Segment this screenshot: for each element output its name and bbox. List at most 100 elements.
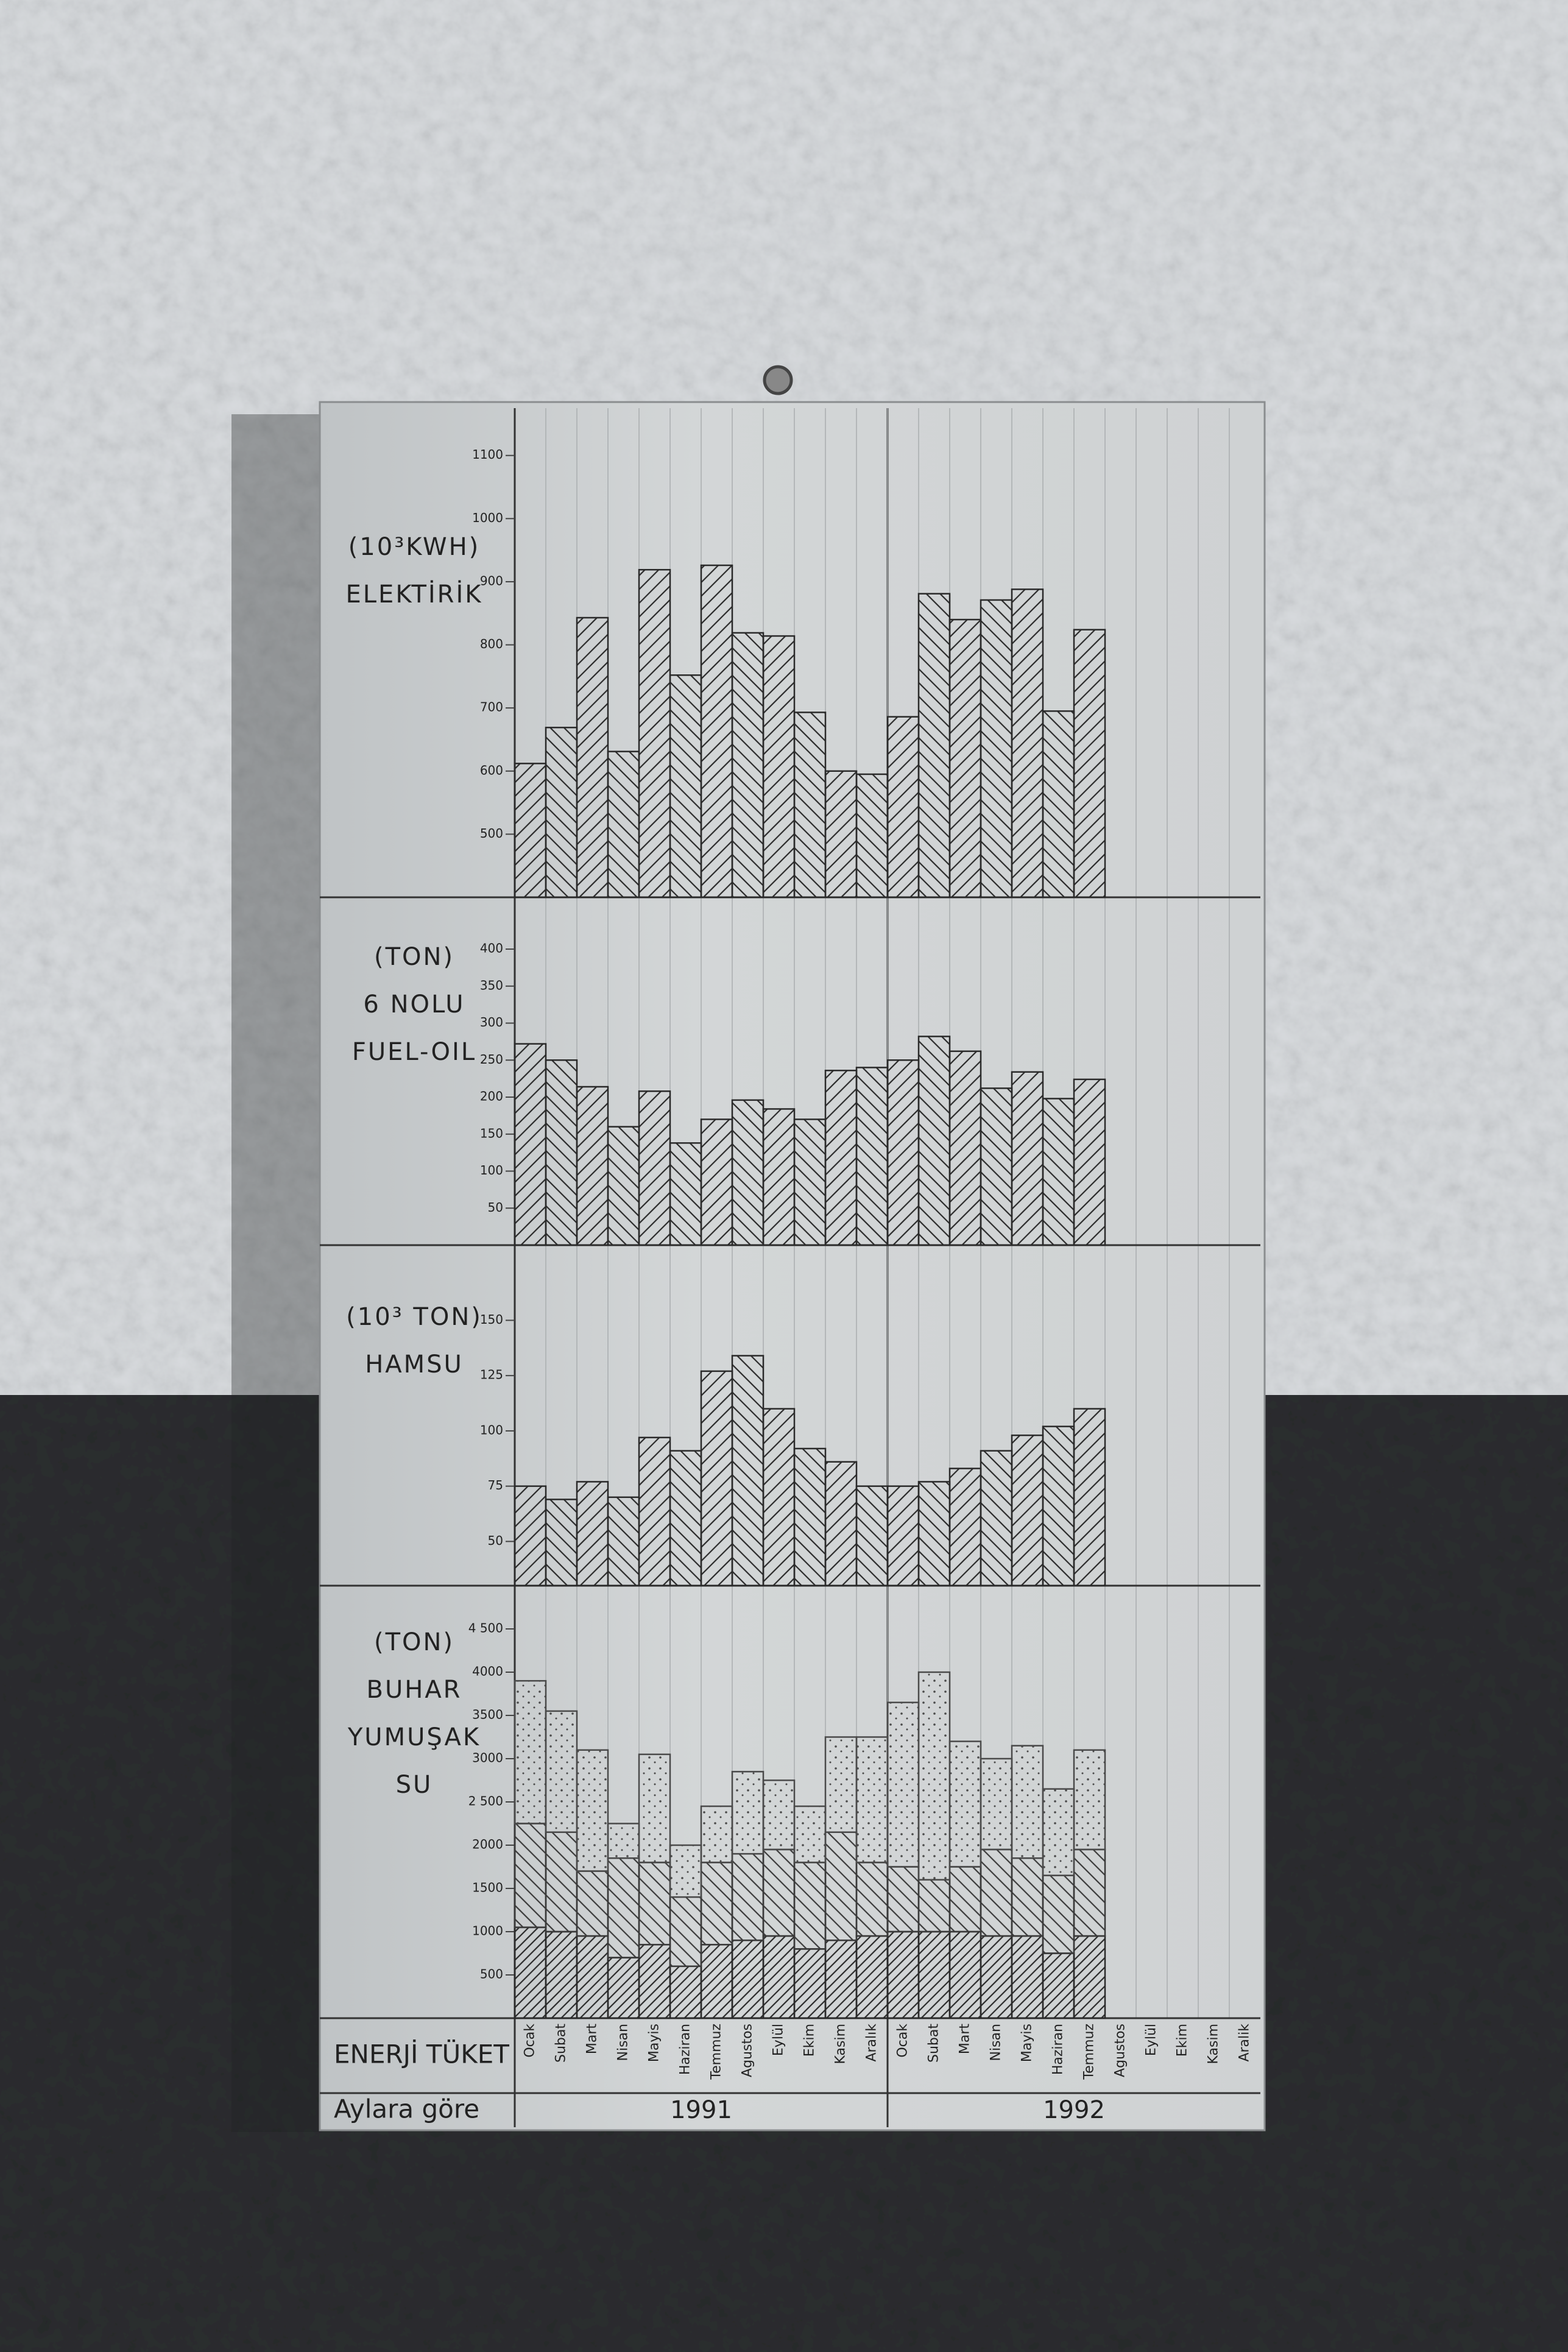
bar-segment — [545, 1831, 578, 1933]
bar — [917, 593, 951, 899]
nail — [763, 365, 793, 395]
y-tick-label: 350 — [480, 978, 503, 992]
bar — [824, 1070, 858, 1246]
x-tick-label: Nisan — [989, 2024, 1004, 2061]
bar-segment — [886, 1866, 920, 1933]
bar — [980, 1087, 1013, 1246]
x-tick-label: Temmuz — [1082, 2024, 1097, 2080]
y-tick-label: 2000 — [472, 1837, 503, 1852]
x-tick-label: Ekim — [1175, 2024, 1190, 2057]
bar-segment — [1073, 1749, 1106, 1851]
bar — [1011, 1434, 1044, 1587]
bar-segment — [886, 1930, 920, 2019]
bar — [576, 616, 609, 899]
bar-segment — [514, 1926, 547, 2019]
bar-segment — [762, 1779, 796, 1851]
axis-title: (TON) — [374, 943, 454, 971]
x-tick-label: Temmuz — [709, 2024, 724, 2080]
y-tick-label: 900 — [480, 573, 503, 588]
x-tick-label: Ekim — [802, 2024, 818, 2057]
axis-title: YUMUŞAK — [347, 1723, 481, 1751]
y-tick-label: 800 — [480, 637, 503, 651]
y-tick-label: 1500 — [472, 1881, 503, 1895]
bar-segment — [762, 1935, 796, 2019]
x-axis-title: ENERJİ TÜKET — [334, 2039, 509, 2069]
bar — [514, 1043, 547, 1246]
bar — [669, 1142, 702, 1246]
x-tick-label: Eylül — [1144, 2024, 1159, 2056]
bar-segment — [793, 1862, 827, 1950]
bar — [731, 1355, 765, 1587]
bar-segment — [980, 1935, 1013, 2019]
bar — [855, 1067, 889, 1246]
bar — [1011, 588, 1044, 899]
axis-title: (10³KWH) — [348, 533, 481, 561]
bar — [824, 770, 858, 899]
y-tick-label: 300 — [480, 1015, 503, 1029]
bar — [1073, 1078, 1106, 1246]
bar — [576, 1086, 609, 1246]
bar-segment — [669, 1844, 702, 1898]
bar-segment — [855, 1736, 889, 1863]
x-tick-label: Subat — [554, 2024, 569, 2063]
bar-segment — [1011, 1745, 1044, 1859]
bar-segment — [638, 1862, 671, 1946]
bar-segment — [886, 1701, 920, 1868]
bar-segment — [793, 1805, 827, 1863]
bar — [886, 716, 920, 899]
bar-segment — [700, 1944, 733, 2019]
bar — [607, 1126, 640, 1246]
bar-segment — [545, 1930, 578, 2019]
x-tick-label: Agustos — [1113, 2024, 1128, 2077]
bar — [886, 1059, 920, 1246]
bar-segment — [607, 1957, 640, 2019]
y-tick-label: 125 — [480, 1368, 503, 1382]
bar-segment — [731, 1852, 765, 1941]
bar-segment — [576, 1870, 609, 1937]
axis-title: ELEKTİRİK — [345, 579, 482, 609]
x-axis-title: Aylara göre — [334, 2094, 479, 2124]
axis-title: (10³ TON) — [346, 1303, 482, 1331]
x-tick-label: Subat — [927, 2024, 942, 2063]
y-tick-label: 50 — [488, 1533, 503, 1548]
bar — [793, 1118, 827, 1246]
axis-title: SU — [396, 1771, 433, 1799]
bar — [980, 1450, 1013, 1587]
bar — [638, 1436, 671, 1587]
bar-segment — [700, 1862, 733, 1946]
bar-segment — [1042, 1874, 1075, 1954]
bar — [1073, 629, 1106, 899]
bar-segment — [1042, 1952, 1075, 2019]
axis-title: HAMSU — [365, 1351, 464, 1379]
bar — [824, 1461, 858, 1587]
bar — [762, 1108, 796, 1246]
x-tick-label: Aralık — [864, 2024, 880, 2062]
bar-segment — [980, 1757, 1013, 1851]
y-tick-label: 150 — [480, 1126, 503, 1140]
bar-segment — [1042, 1788, 1075, 1876]
y-tick-label: 250 — [480, 1052, 503, 1067]
bar-segment — [1011, 1857, 1044, 1937]
bar — [514, 763, 547, 899]
bar-segment — [762, 1848, 796, 1937]
bar — [607, 1496, 640, 1587]
y-tick-label: 2 500 — [468, 1794, 503, 1809]
bar-segment — [824, 1939, 858, 2019]
y-tick-label: 600 — [480, 763, 503, 777]
y-tick-label: 3000 — [472, 1751, 503, 1765]
x-tick-label: Ocak — [523, 2024, 538, 2058]
bar — [731, 1099, 765, 1246]
bar — [607, 750, 640, 899]
bar — [948, 618, 982, 899]
x-tick-label: Mart — [585, 2024, 600, 2055]
y-tick-label: 500 — [480, 1967, 503, 1982]
year-label: 1991 — [670, 2096, 732, 2124]
bar-segment — [1073, 1935, 1106, 2019]
y-tick-label: 4000 — [472, 1664, 503, 1679]
bar — [1073, 1408, 1106, 1587]
bar-segment — [824, 1831, 858, 1941]
bar-segment — [980, 1848, 1013, 1937]
bar — [917, 1481, 951, 1587]
bar-segment — [731, 1939, 765, 2019]
x-tick-label: Nisan — [616, 2024, 631, 2061]
